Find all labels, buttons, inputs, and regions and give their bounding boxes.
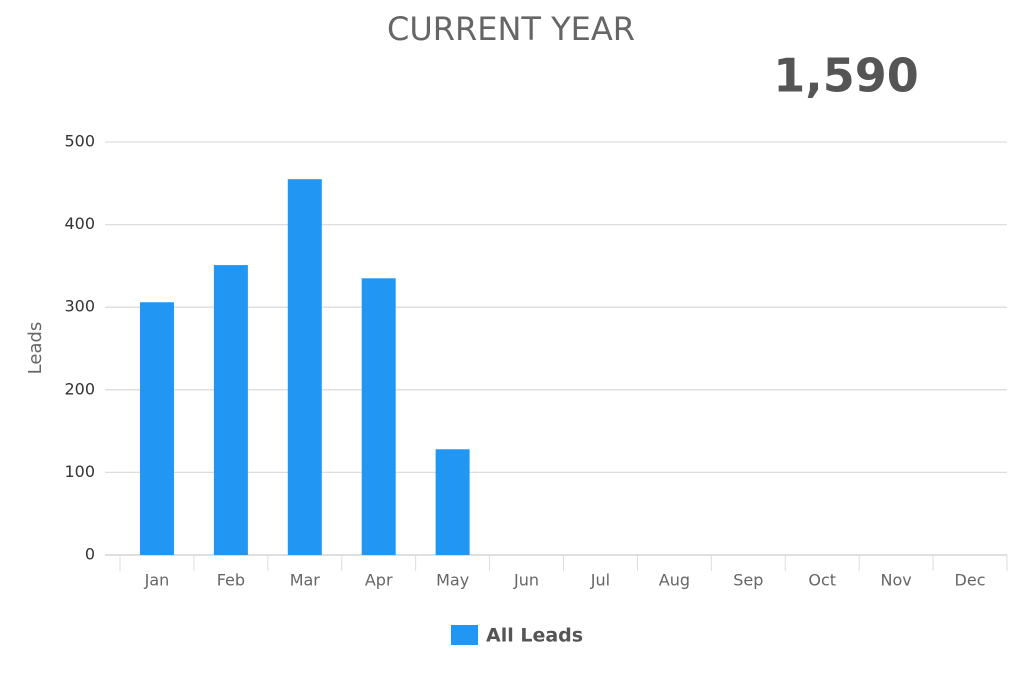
bar: [213, 265, 248, 555]
x-tick-label: Mar: [290, 571, 321, 590]
x-tick-label: Jan: [144, 571, 170, 590]
bar: [361, 278, 396, 555]
bar: [139, 302, 174, 555]
x-tick-label: Sep: [733, 571, 763, 590]
x-tick-label: Oct: [808, 571, 836, 590]
x-tick-label: Feb: [217, 571, 245, 590]
x-tick-label: Jul: [590, 571, 610, 590]
x-tick-label: Nov: [881, 571, 912, 590]
x-tick-label: Aug: [659, 571, 690, 590]
y-tick-label: 300: [64, 297, 95, 316]
y-axis-label: Leads: [25, 322, 46, 375]
total-annotation: 1,590: [773, 49, 919, 103]
y-tick-label: 100: [64, 462, 95, 481]
x-tick-label: Dec: [955, 571, 986, 590]
chart-title: CURRENT YEAR: [387, 10, 635, 48]
y-tick-label: 200: [64, 379, 95, 398]
x-tick-label: May: [436, 571, 469, 590]
x-tick-label: Apr: [365, 571, 393, 590]
bar: [435, 449, 470, 555]
y-tick-label: 500: [64, 132, 95, 151]
legend-swatch: [451, 625, 478, 645]
bar: [287, 179, 322, 556]
legend-label: All Leads: [486, 625, 583, 647]
y-tick-label: 400: [64, 214, 95, 233]
x-tick-label: Jun: [513, 571, 539, 590]
y-tick-label: 0: [85, 545, 95, 564]
